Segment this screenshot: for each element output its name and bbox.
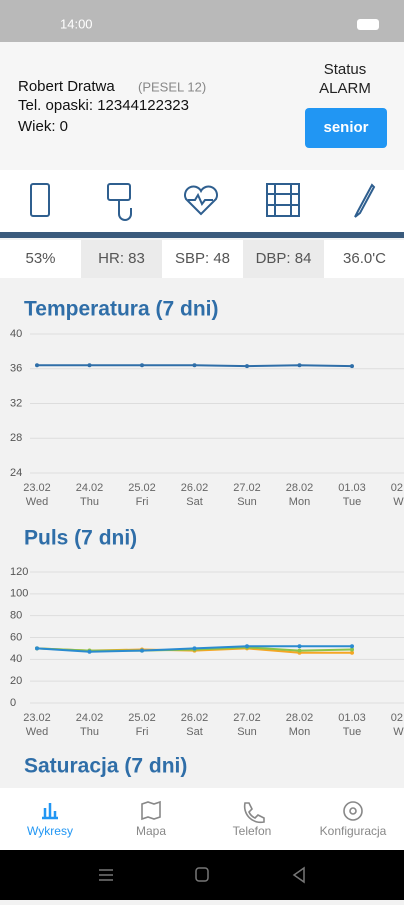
thermometer-icon[interactable] <box>354 183 376 218</box>
x-tick-date: 25.02 <box>128 712 156 724</box>
time: 14:00 <box>60 16 93 31</box>
y-tick-label: 36 <box>10 363 22 375</box>
vital: 36.0'C <box>343 250 386 267</box>
heart-icon[interactable] <box>184 185 218 216</box>
x-tick-date: 25.02 <box>128 482 156 494</box>
chart-title: Puls (7 dni) <box>24 527 137 550</box>
home-button[interactable] <box>195 867 209 882</box>
y-tick-label: 80 <box>10 610 22 622</box>
vital: 53% <box>25 250 55 267</box>
y-tick-label: 40 <box>10 328 22 340</box>
x-tick-date: 26.02 <box>181 712 209 724</box>
icons <box>30 183 376 221</box>
x-tick-day: Mon <box>289 496 310 508</box>
abacus-lines <box>267 184 299 216</box>
status-bar <box>0 0 404 42</box>
phone-icon[interactable] <box>243 802 265 824</box>
vital: SBP: 48 <box>175 250 230 267</box>
chart-title: Temperatura (7 dni) <box>24 298 218 321</box>
x-tick-date: 26.02 <box>181 482 209 494</box>
y-tick-label: 40 <box>10 653 22 665</box>
x-tick-date: 01.03 <box>338 712 366 724</box>
x-tick-day: Sun <box>237 726 257 738</box>
x-tick-date: 24.02 <box>76 482 104 494</box>
x-tick-date: 23.02 <box>23 712 51 724</box>
pressure-tube <box>118 200 132 221</box>
x-tick-day: Wed <box>393 496 404 508</box>
x-tick-date: 28.02 <box>286 712 314 724</box>
nav-label[interactable]: Telefon <box>233 824 272 838</box>
battery-icon[interactable] <box>30 183 50 217</box>
vital-cell-bg <box>81 240 162 278</box>
status-label: Status <box>324 61 367 78</box>
chart-icon[interactable] <box>42 803 58 820</box>
y-tick-label: 20 <box>10 675 22 687</box>
x-tick-date: 28.02 <box>286 482 314 494</box>
x-tick-date: 01.03 <box>338 482 366 494</box>
status: ALARM <box>319 80 371 97</box>
abacus-icon[interactable] <box>266 183 300 217</box>
nav-label[interactable]: Wykresy <box>27 824 73 838</box>
series-line <box>36 645 352 653</box>
x-tick-day: Sun <box>237 496 257 508</box>
recents-button[interactable] <box>99 869 113 881</box>
x-tick-date: 23.02 <box>23 482 51 494</box>
chart-title: Saturacja (7 dni) <box>24 755 187 778</box>
vital: DBP: 84 <box>256 250 312 267</box>
x-tick-day: Sat <box>186 496 203 508</box>
icon-row <box>0 170 404 232</box>
y-tick-label: 60 <box>10 631 22 643</box>
battery <box>357 19 379 30</box>
x-tick-day: Fri <box>136 496 149 508</box>
x-tick-date: 24.02 <box>76 712 104 724</box>
x-tick-date: 02.03 <box>391 712 404 724</box>
gear-icon[interactable] <box>343 801 363 821</box>
age: Wiek: 0 <box>18 118 68 135</box>
nav-label[interactable]: Konfiguracja <box>320 824 387 838</box>
x-tick-day: Mon <box>289 726 310 738</box>
y-tick-label: 28 <box>10 432 22 444</box>
vital: HR: 83 <box>98 250 145 267</box>
series-line <box>37 364 353 368</box>
phone: Tel. opaski: 12344122323 <box>18 97 189 114</box>
x-tick-day: Thu <box>80 726 99 738</box>
x-tick-day: Tue <box>343 726 362 738</box>
bottom-nav <box>0 788 404 850</box>
nav-icons <box>42 800 363 824</box>
x-tick-date: 27.02 <box>233 482 261 494</box>
vitals-row <box>0 240 404 278</box>
header <box>0 42 404 170</box>
y-tick-label: 0 <box>10 697 16 709</box>
y-tick-label: 24 <box>10 467 22 479</box>
vital-cell-bg <box>243 240 324 278</box>
x-tick-day: Wed <box>393 726 404 738</box>
x-tick-day: Wed <box>26 726 48 738</box>
pesel: (PESEL 12) <box>138 79 206 94</box>
nav-label[interactable]: Mapa <box>136 824 166 838</box>
divider <box>0 232 404 238</box>
x-tick-day: Thu <box>80 496 99 508</box>
x-tick-date: 27.02 <box>233 712 261 724</box>
x-tick-day: Fri <box>136 726 149 738</box>
map-icon[interactable] <box>141 800 161 821</box>
x-tick-date: 02.03 <box>391 482 404 494</box>
y-tick-label: 120 <box>10 566 28 578</box>
y-tick-label: 32 <box>10 397 22 409</box>
name: Robert Dratwa <box>18 78 115 95</box>
x-tick-day: Wed <box>26 496 48 508</box>
x-tick-day: Sat <box>186 726 203 738</box>
gear-center <box>349 807 357 815</box>
x-tick-day: Tue <box>343 496 362 508</box>
senior-button[interactable] <box>305 108 387 148</box>
android-nav <box>0 850 404 900</box>
y-tick-label: 100 <box>10 588 28 600</box>
senior-button-label[interactable]: senior <box>323 119 368 136</box>
back-button[interactable] <box>292 866 305 884</box>
